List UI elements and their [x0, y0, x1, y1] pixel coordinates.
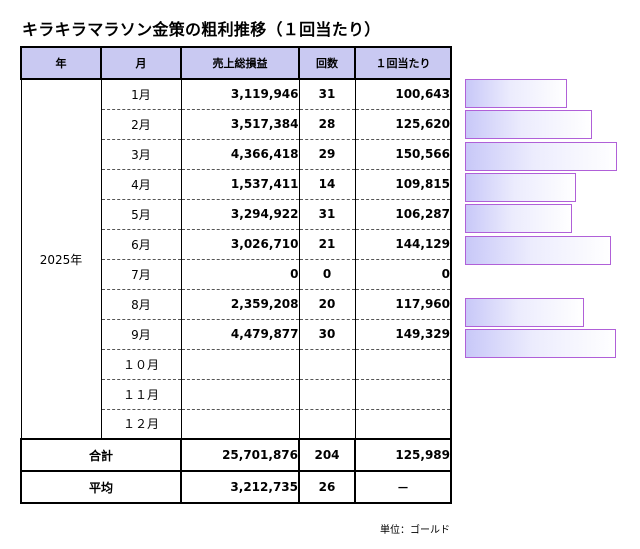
total-row: 合計 25,701,876 204 125,989: [20, 438, 452, 472]
per-run-cell: 125,620: [354, 108, 452, 140]
per-run-cell: 109,815: [354, 168, 452, 200]
per-run-data-bar: [465, 329, 616, 359]
month-cell: １０月: [100, 348, 182, 380]
sales-cell: [180, 348, 300, 380]
table-row: 3月 4,366,418 29 150,566: [21, 138, 452, 170]
sales-cell: 4,366,418: [180, 138, 300, 170]
sales-cell: 0: [180, 258, 300, 290]
count-cell: 0: [298, 258, 356, 290]
average-per-run: －: [354, 470, 452, 504]
per-run-cell: 0: [354, 258, 452, 290]
per-run-cell: [354, 378, 452, 410]
sales-cell: 1,537,411: [180, 168, 300, 200]
sales-cell: 4,479,877: [180, 318, 300, 350]
per-run-cell: 150,566: [354, 138, 452, 170]
page-title: キラキラマラソン金策の粗利推移（１回当たり）: [22, 20, 381, 39]
count-cell: [298, 408, 356, 440]
month-cell: 1月: [100, 78, 182, 110]
per-run-data-bar: [465, 172, 576, 202]
table-row: 2025年 1月 3,119,946 31 100,643: [20, 78, 452, 440]
count-cell: [298, 378, 356, 410]
month-cell: １１月: [100, 378, 182, 410]
average-row: 平均 3,212,735 26 －: [20, 470, 452, 504]
sales-cell: 3,294,922: [180, 198, 300, 230]
sales-cell: 3,026,710: [180, 228, 300, 260]
sales-cell: [180, 378, 300, 410]
per-run-data-bar: [465, 79, 567, 108]
per-run-cell: 117,960: [354, 288, 452, 320]
header-per-run: １回当たり: [354, 46, 452, 80]
month-cell: １２月: [100, 408, 182, 440]
month-cell: 4月: [100, 168, 182, 200]
count-cell: 20: [298, 288, 356, 320]
sales-cell: 3,119,946: [180, 78, 300, 110]
per-run-data-bar: [465, 298, 585, 328]
per-run-cell: [354, 408, 452, 440]
month-cell: 5月: [100, 198, 182, 230]
average-count: 26: [298, 470, 356, 504]
month-cell: 9月: [100, 318, 182, 350]
month-cell: 6月: [100, 228, 182, 260]
sales-cell: [180, 408, 300, 440]
per-run-data-bar: [465, 141, 617, 171]
per-run-cell: 100,643: [354, 78, 452, 110]
per-run-data-bar: [465, 204, 573, 234]
count-cell: 21: [298, 228, 356, 260]
total-label: 合計: [20, 438, 182, 472]
per-run-data-bar: [465, 235, 611, 265]
average-sales: 3,212,735: [180, 470, 300, 504]
total-count: 204: [298, 438, 356, 472]
table-row: １１月: [21, 378, 452, 410]
total-per-run: 125,989: [354, 438, 452, 472]
per-run-data-bar: [465, 110, 592, 140]
count-cell: 28: [298, 108, 356, 140]
per-run-cell: 149,329: [354, 318, 452, 350]
profit-table: 年 月 売上総損益 回数 １回当たり 2025年 1月 3,119,946 31 100…: [20, 46, 452, 504]
per-run-cell: 144,129: [354, 228, 452, 260]
table-row: 2月 3,517,384 28 125,620: [21, 108, 452, 140]
per-run-cell: 106,287: [354, 198, 452, 230]
sales-cell: 2,359,208: [180, 288, 300, 320]
unit-note: 単位：ゴールド: [380, 525, 450, 536]
header-count: 回数: [298, 46, 356, 80]
per-run-cell: [354, 348, 452, 380]
count-cell: 31: [298, 198, 356, 230]
table-row: 6月 3,026,710 21 144,129: [21, 228, 452, 260]
table-body: 2025年 1月 3,119,946 31 100,643 2月 3,517,384 28 12…: [20, 78, 452, 440]
header-year: 年: [20, 46, 102, 80]
month-cell: 7月: [100, 258, 182, 290]
count-cell: 30: [298, 318, 356, 350]
month-cell: 8月: [100, 288, 182, 320]
header-row: 年 月 売上総損益 回数 １回当たり: [20, 46, 452, 80]
table-row: 5月 3,294,922 31 106,287: [21, 198, 452, 230]
table-row: １０月: [21, 348, 452, 380]
table-row: １２月: [21, 408, 452, 440]
month-cell: 3月: [100, 138, 182, 170]
month-cell: 2月: [100, 108, 182, 140]
total-sales: 25,701,876: [180, 438, 300, 472]
sales-cell: 3,517,384: [180, 108, 300, 140]
average-label: 平均: [20, 470, 182, 504]
header-sales: 売上総損益: [180, 46, 300, 80]
table-row: 4月 1,537,411 14 109,815: [21, 168, 452, 200]
count-cell: 14: [298, 168, 356, 200]
header-month: 月: [100, 46, 182, 80]
year-cell: 2025年: [20, 78, 102, 440]
count-cell: 29: [298, 138, 356, 170]
count-cell: 31: [298, 78, 356, 110]
count-cell: [298, 348, 356, 380]
